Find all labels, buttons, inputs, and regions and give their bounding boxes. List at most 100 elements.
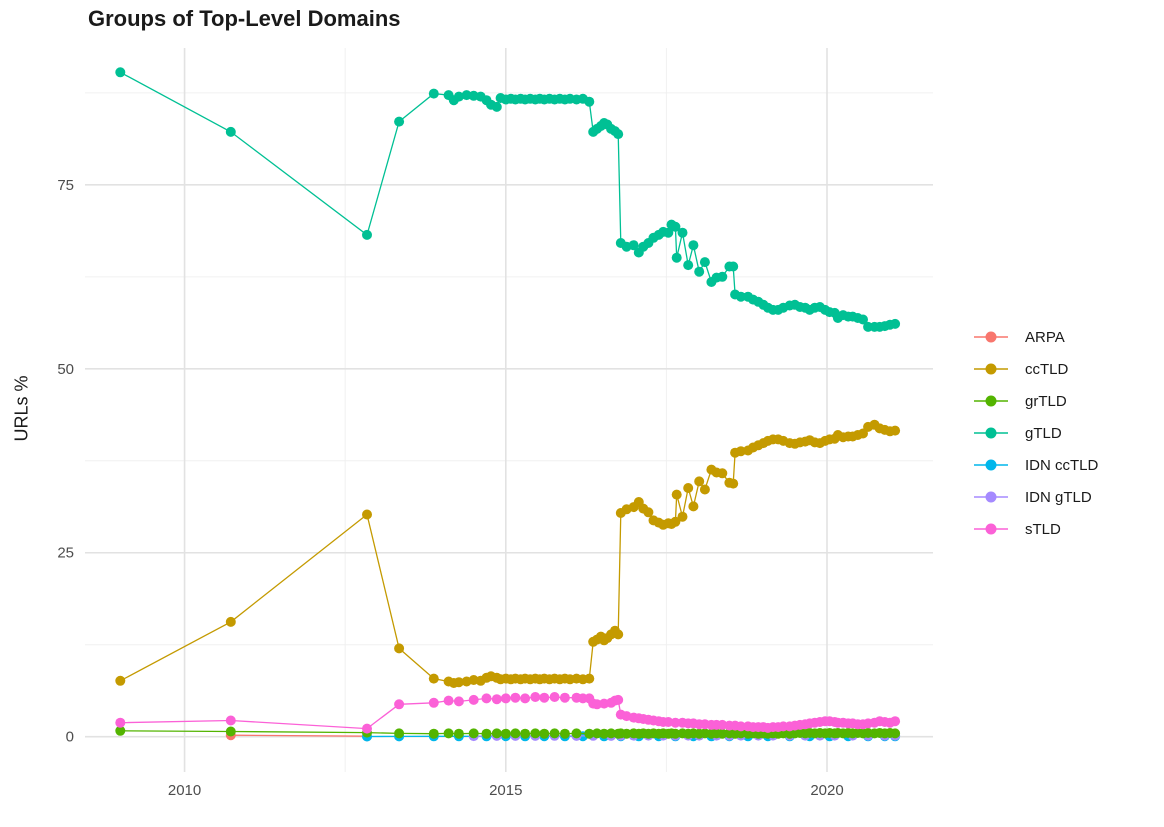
data-point <box>688 501 699 512</box>
data-point <box>539 692 550 703</box>
data-point <box>683 483 694 493</box>
data-point <box>670 717 681 728</box>
y-tick-label: 75 <box>57 177 74 194</box>
data-point <box>428 673 439 684</box>
data-point <box>453 728 464 739</box>
data-point <box>443 728 454 739</box>
data-point <box>858 314 868 325</box>
data-point <box>510 692 521 703</box>
legend-item-arpa: ARPA <box>973 321 1098 353</box>
data-point <box>481 693 492 704</box>
data-point <box>699 484 710 495</box>
chart-title: Groups of Top-Level Domains <box>88 6 401 31</box>
data-point <box>694 476 705 487</box>
series-stld <box>115 692 901 734</box>
data-point <box>584 96 595 107</box>
data-point <box>571 728 582 739</box>
legend-item-idn-gtld: IDN gTLD <box>973 481 1098 513</box>
data-point <box>225 715 236 726</box>
legend-key-dot <box>985 331 997 343</box>
legend-label: grTLD <box>1025 392 1067 410</box>
legend-item-grtld: grTLD <box>973 385 1098 417</box>
data-point <box>890 318 901 329</box>
legend-label: IDN ccTLD <box>1025 456 1099 474</box>
data-point <box>677 227 688 238</box>
legend-label: IDN gTLD <box>1025 488 1092 506</box>
axis-tick-labels: 2010 2015 2020 0 25 50 75 <box>57 177 843 799</box>
legend-key-icon <box>974 363 1008 375</box>
legend-item-cctld: ccTLD <box>973 353 1098 385</box>
data-point <box>500 728 511 739</box>
legend-key-icon <box>974 395 1008 407</box>
legend-label: sTLD <box>1025 520 1061 538</box>
data-point <box>670 516 681 527</box>
data-point <box>394 699 405 710</box>
legend-key-dot <box>985 459 997 471</box>
data-point <box>559 692 570 703</box>
data-point <box>735 291 746 302</box>
data-point <box>549 692 560 702</box>
series-cctld <box>115 419 901 688</box>
legend-item-idn-cctld: IDN ccTLD <box>973 449 1098 481</box>
data-point <box>694 266 705 277</box>
data-point <box>530 692 541 702</box>
x-tick-label: 2020 <box>810 782 843 799</box>
data-point <box>491 101 502 112</box>
data-point <box>671 252 682 263</box>
data-point <box>362 229 372 240</box>
data-point <box>115 717 126 728</box>
legend-item-stld: sTLD <box>973 513 1098 545</box>
legend-key-dot <box>985 395 997 407</box>
series-line <box>230 734 368 737</box>
data-point <box>115 725 126 736</box>
legend: ARPA ccTLD grTLD gTLD IDN ccTLD IDN gTLD sTLD <box>973 321 1098 545</box>
data-point <box>468 728 479 739</box>
legend-key-icon <box>974 459 1008 471</box>
data-point <box>890 716 901 727</box>
data-point <box>606 728 617 739</box>
data-point <box>520 728 531 739</box>
legend-key-dot <box>985 523 997 535</box>
data-point <box>728 478 739 489</box>
data-point <box>613 694 624 705</box>
data-point <box>115 675 126 686</box>
data-point <box>613 629 624 640</box>
series-line <box>119 71 896 328</box>
data-point <box>717 468 728 479</box>
legend-key-icon <box>974 523 1008 535</box>
data-point <box>510 728 521 739</box>
data-point <box>670 728 681 739</box>
legend-key-icon <box>974 427 1008 439</box>
data-point <box>890 728 901 739</box>
data-point <box>481 728 492 739</box>
data-point <box>225 726 236 737</box>
data-point <box>394 728 405 739</box>
legend-key-icon <box>974 491 1008 503</box>
data-point <box>735 721 746 732</box>
data-point <box>613 129 624 140</box>
data-point <box>539 728 550 739</box>
x-tick-label: 2015 <box>489 782 522 799</box>
data-point <box>735 728 746 739</box>
legend-key-dot <box>985 363 997 375</box>
data-point <box>728 261 739 272</box>
data-point <box>628 240 639 251</box>
data-point <box>643 507 654 518</box>
data-point <box>453 677 464 688</box>
data-point <box>549 728 560 739</box>
legend-item-gtld: gTLD <box>973 417 1098 449</box>
data-point <box>530 728 541 739</box>
y-tick-label: 50 <box>57 361 74 378</box>
data-point <box>362 509 372 520</box>
y-axis-title: URLs % <box>11 375 32 442</box>
data-point <box>890 425 901 436</box>
series-gtld <box>115 67 901 332</box>
data-point <box>670 221 681 232</box>
data-point <box>683 260 694 271</box>
data-point <box>592 728 602 739</box>
legend-key-dot <box>985 427 997 439</box>
data-point <box>428 728 439 739</box>
data-point <box>663 227 674 238</box>
data-point <box>468 694 479 705</box>
data-point <box>699 257 710 268</box>
